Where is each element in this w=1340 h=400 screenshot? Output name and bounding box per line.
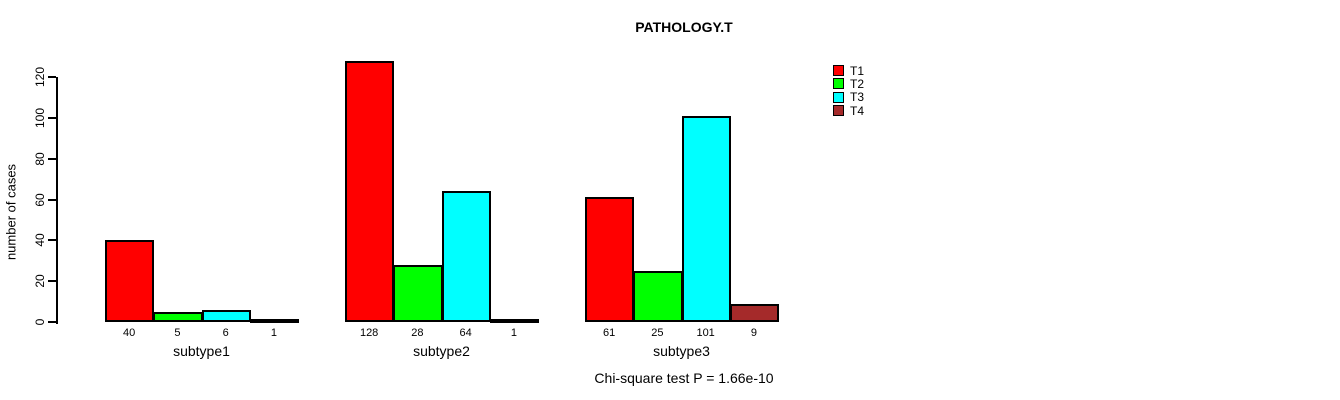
bar-value-label: 40 xyxy=(123,327,136,339)
y-tick-label: 100 xyxy=(33,107,47,128)
bar-value-label: 1 xyxy=(510,327,517,339)
bar-t4-subtype1 xyxy=(249,319,299,323)
y-tick xyxy=(48,116,56,119)
bar-value-label: 5 xyxy=(174,327,181,339)
category-label-subtype3: subtype3 xyxy=(653,343,710,359)
bar-value-label: 25 xyxy=(651,327,664,339)
y-axis-line xyxy=(56,77,58,324)
legend-label: T3 xyxy=(850,90,865,105)
legend-swatch-t4 xyxy=(833,105,844,117)
bar-t3-subtype2 xyxy=(441,191,491,322)
y-tick-label: 20 xyxy=(33,274,47,288)
bar-value-label: 61 xyxy=(603,327,616,339)
y-tick xyxy=(48,280,56,283)
category-label-subtype1: subtype1 xyxy=(173,343,230,359)
legend-swatch-t1 xyxy=(833,65,844,77)
bar-t1-subtype2 xyxy=(345,60,395,322)
legend-swatch-t2 xyxy=(833,78,844,90)
category-label-subtype2: subtype2 xyxy=(413,343,470,359)
bar-t3-subtype3 xyxy=(681,115,731,322)
y-tick xyxy=(48,198,56,201)
y-tick-label: 80 xyxy=(33,151,47,166)
legend-label: T2 xyxy=(850,76,865,91)
y-tick-label: 120 xyxy=(33,66,47,88)
bar-value-label: 9 xyxy=(750,327,757,339)
legend-label: T4 xyxy=(850,103,865,118)
y-tick xyxy=(48,321,56,323)
y-tick-label: 40 xyxy=(33,233,47,248)
bar-value-label: 64 xyxy=(459,327,472,339)
bar-value-label: 28 xyxy=(411,327,424,339)
bar-value-label: 101 xyxy=(696,327,715,339)
legend-item-t3: T3 xyxy=(833,90,865,105)
y-tick xyxy=(48,76,56,78)
bar-t4-subtype3 xyxy=(729,303,779,322)
bar-value-label: 6 xyxy=(222,327,229,339)
bar-t3-subtype1 xyxy=(201,309,251,322)
bar-value-label: 128 xyxy=(359,327,379,339)
bar-t2-subtype2 xyxy=(393,264,443,322)
legend-label: T1 xyxy=(850,63,865,78)
bar-t2-subtype3 xyxy=(633,270,683,322)
legend-item-t1: T1 xyxy=(833,63,865,78)
bar-t1-subtype3 xyxy=(585,197,635,322)
bar-t1-subtype1 xyxy=(105,240,155,322)
y-tick-label: 60 xyxy=(33,192,47,207)
legend-swatch-t3 xyxy=(833,91,844,103)
y-tick xyxy=(48,239,56,242)
y-tick xyxy=(48,157,56,160)
legend-item-t2: T2 xyxy=(833,76,865,91)
legend: T1 T2 T3 T4 xyxy=(833,63,865,118)
bar-t2-subtype1 xyxy=(153,311,203,322)
chi-square-annotation: Chi-square test P = 1.66e-10 xyxy=(594,370,774,386)
chart-title: PATHOLOGY.T xyxy=(635,19,733,35)
bar-t4-subtype2 xyxy=(489,319,539,323)
y-tick-label: 0 xyxy=(33,318,47,326)
legend-item-t4: T4 xyxy=(833,103,865,118)
bar-value-label: 1 xyxy=(270,327,277,339)
